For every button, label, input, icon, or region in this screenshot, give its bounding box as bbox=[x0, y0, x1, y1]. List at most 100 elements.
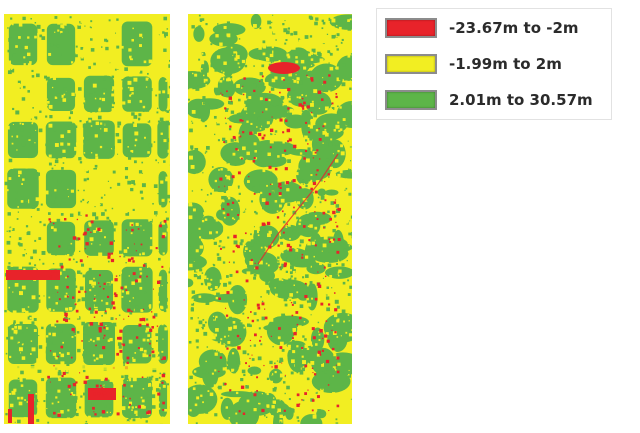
speckle bbox=[190, 317, 193, 320]
speckle bbox=[228, 417, 231, 419]
speckle bbox=[236, 289, 239, 292]
speckle bbox=[20, 384, 24, 387]
speckle bbox=[275, 37, 280, 42]
speckle bbox=[244, 337, 248, 341]
red-speckle bbox=[100, 387, 104, 391]
speckle bbox=[128, 416, 132, 420]
speckle bbox=[198, 320, 203, 325]
speckle bbox=[216, 95, 220, 99]
speckle bbox=[299, 239, 304, 244]
speckle bbox=[333, 129, 337, 132]
speckle bbox=[82, 412, 85, 415]
speckle bbox=[46, 208, 51, 212]
speckle bbox=[310, 64, 313, 66]
red-speckle bbox=[99, 274, 101, 277]
speckle bbox=[326, 31, 329, 34]
speckle bbox=[309, 51, 314, 55]
speckle bbox=[201, 392, 204, 395]
speckle bbox=[298, 137, 301, 139]
speckle bbox=[148, 258, 152, 262]
speckle bbox=[51, 193, 56, 197]
speckle bbox=[275, 224, 279, 228]
red-speckle bbox=[334, 308, 338, 312]
speckle bbox=[188, 215, 193, 220]
speckle bbox=[343, 78, 346, 81]
speckle bbox=[103, 364, 106, 368]
speckle bbox=[337, 275, 340, 277]
speckle bbox=[63, 93, 66, 96]
speckle bbox=[341, 63, 346, 67]
red-speckle bbox=[82, 233, 85, 236]
speckle bbox=[305, 158, 310, 163]
speckle bbox=[197, 355, 200, 358]
red-speckle bbox=[53, 411, 56, 415]
red-speckle bbox=[259, 339, 261, 342]
speckle bbox=[81, 321, 85, 326]
speckle bbox=[231, 104, 234, 107]
speckle bbox=[142, 353, 147, 358]
speckle bbox=[133, 160, 137, 164]
speckle bbox=[305, 139, 308, 142]
speckle bbox=[255, 30, 258, 33]
speckle bbox=[250, 122, 253, 125]
speckle bbox=[46, 407, 48, 410]
speckle bbox=[101, 341, 104, 344]
speckle bbox=[280, 198, 285, 203]
speckle bbox=[75, 37, 77, 39]
speckle bbox=[69, 220, 72, 222]
speckle bbox=[252, 390, 255, 393]
red-speckle bbox=[146, 275, 148, 278]
speckle bbox=[36, 405, 40, 408]
speckle bbox=[53, 205, 55, 208]
speckle bbox=[241, 59, 246, 64]
speckle bbox=[191, 75, 195, 79]
speckle bbox=[64, 345, 68, 349]
speckle bbox=[298, 128, 300, 130]
red-speckle bbox=[72, 236, 77, 240]
speckle bbox=[306, 288, 311, 293]
speckle bbox=[257, 402, 260, 405]
speckle bbox=[310, 360, 315, 365]
red-speckle bbox=[327, 173, 330, 176]
speckle bbox=[195, 198, 199, 202]
red-speckle bbox=[115, 275, 118, 277]
speckle bbox=[291, 205, 294, 209]
speckle bbox=[222, 71, 225, 74]
speckle bbox=[237, 187, 240, 189]
speckle bbox=[347, 54, 351, 58]
speckle bbox=[258, 46, 262, 50]
speckle bbox=[116, 45, 120, 49]
speckle bbox=[22, 210, 27, 214]
red-speckle bbox=[231, 175, 235, 179]
speckle bbox=[134, 410, 138, 414]
speckle bbox=[350, 398, 352, 400]
speckle bbox=[248, 285, 251, 289]
red-speckle bbox=[138, 323, 142, 327]
speckle bbox=[107, 339, 111, 342]
speckle bbox=[238, 98, 241, 102]
speckle bbox=[7, 225, 9, 227]
speckle bbox=[77, 167, 79, 169]
red-speckle bbox=[318, 137, 322, 141]
speckle bbox=[205, 242, 208, 245]
speckle bbox=[253, 408, 257, 412]
red-speckle bbox=[239, 135, 242, 138]
speckle bbox=[343, 349, 346, 353]
speckle bbox=[158, 257, 161, 261]
speckle bbox=[232, 217, 234, 220]
speckle bbox=[323, 235, 328, 240]
speckle bbox=[223, 25, 227, 29]
speckle bbox=[213, 343, 217, 347]
red-speckle bbox=[241, 119, 244, 122]
speckle bbox=[165, 120, 170, 125]
red-speckle bbox=[261, 75, 264, 78]
red-speckle bbox=[283, 264, 287, 268]
speckle bbox=[202, 369, 207, 374]
red-speckle bbox=[162, 356, 166, 360]
speckle bbox=[55, 156, 59, 160]
speckle bbox=[257, 408, 260, 411]
red-speckle bbox=[314, 190, 318, 194]
red-speckle bbox=[49, 275, 52, 279]
speckle bbox=[128, 48, 132, 52]
speckle bbox=[85, 136, 90, 141]
